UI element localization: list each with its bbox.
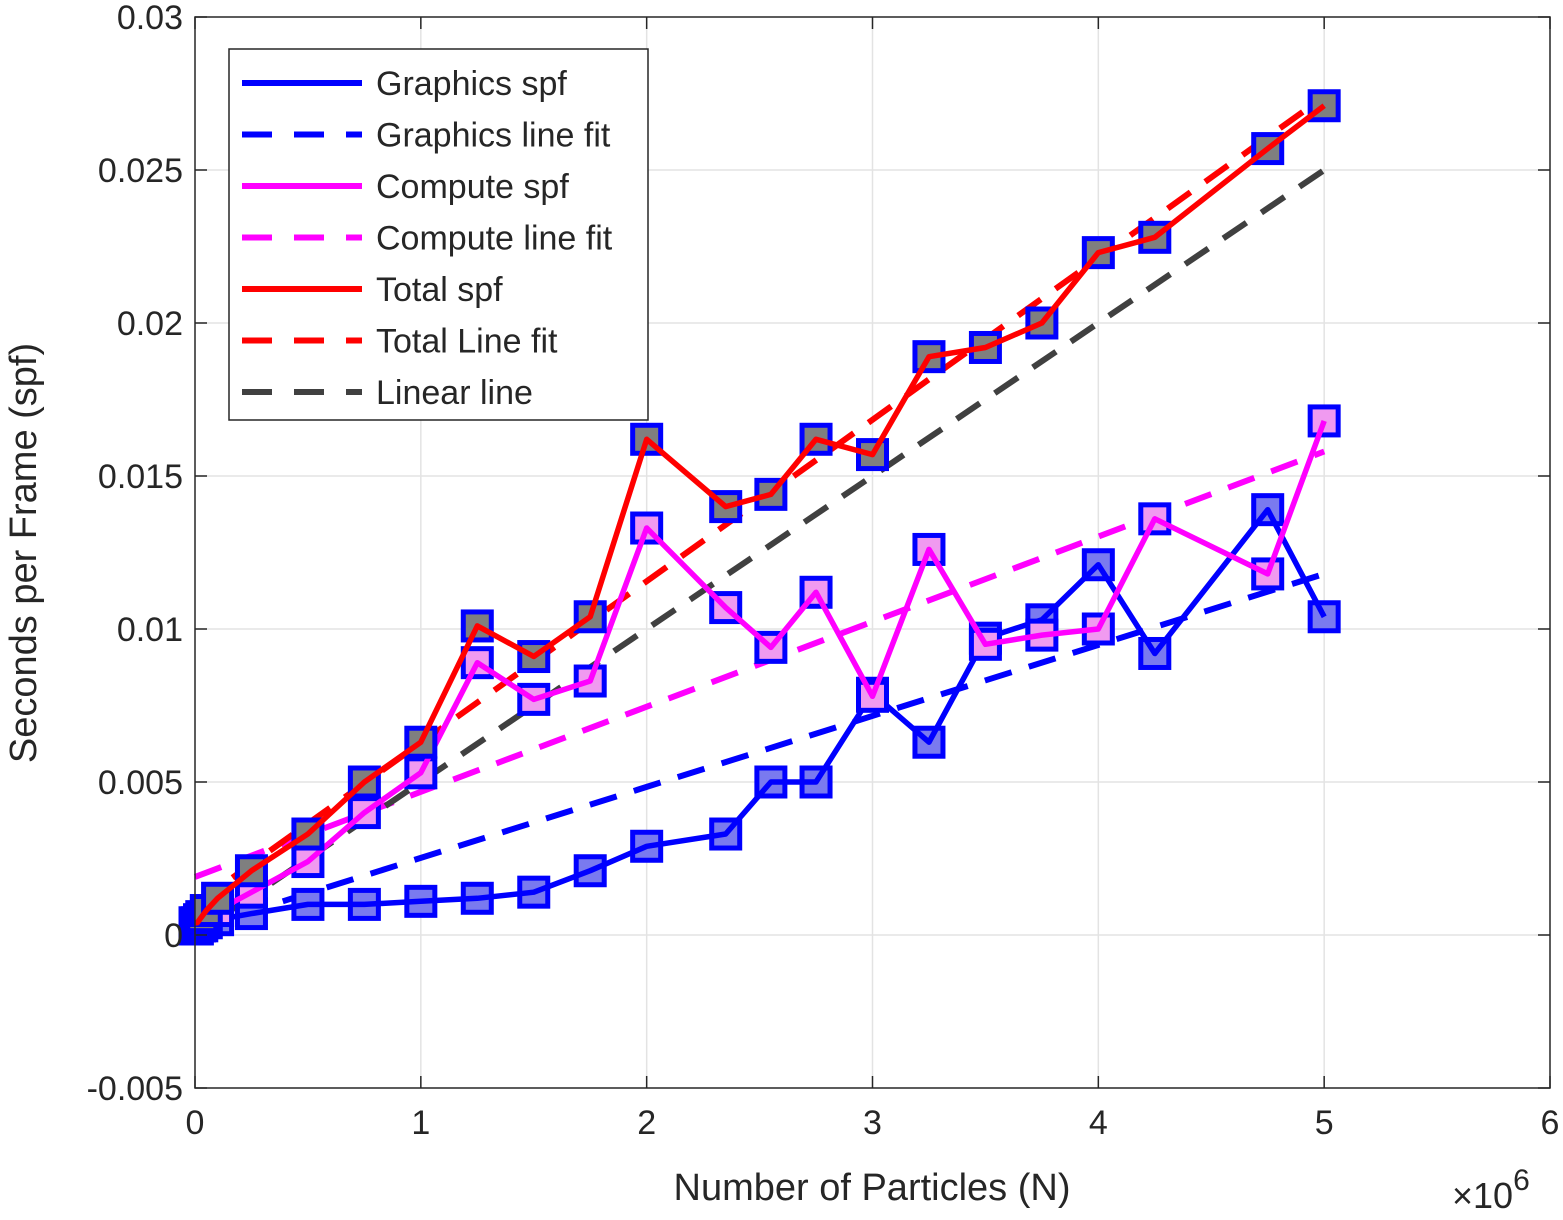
legend-label: Total Line fit [376, 323, 558, 361]
marker-compute-spf [1251, 557, 1285, 591]
y-tick-label: 0.03 [117, 0, 183, 37]
y-tick-label: -0.005 [87, 1070, 183, 1108]
x-tick-label: 4 [1089, 1104, 1108, 1142]
x-tick-label: 2 [637, 1104, 656, 1142]
y-tick-label: 0.015 [98, 458, 183, 496]
legend: Graphics spf Graphics line fit Compute spf… [228, 48, 649, 421]
y-axis-label: Seconds per Frame (spf) [3, 343, 45, 763]
legend-item-compute-line-fit: Compute line fit [242, 220, 613, 258]
line-total-spf [194, 103, 1326, 926]
x-multiplier-exponent: 6 [1513, 1164, 1530, 1197]
legend-item-compute-spf: Compute spf [242, 168, 569, 206]
x-tick-label: 3 [863, 1104, 882, 1142]
marker-compute-spf [1138, 502, 1172, 536]
x-tick-label: 0 [186, 1104, 205, 1142]
x-multiplier-base: ×10 [1452, 1175, 1513, 1216]
ticks: 0 1 2 3 4 5 6-0.00500.0050.010.0150.020.0250.0… [87, 0, 1560, 1142]
series-total-spf [178, 89, 1341, 940]
line-compute-line-fit [193, 448, 1326, 880]
legend-item-total-line-fit: Total Line fit [242, 323, 558, 361]
legend-item-graphics-line-fit: Graphics line fit [242, 117, 611, 155]
legend-label: Compute line fit [376, 220, 613, 258]
legend-label: Graphics line fit [376, 117, 611, 155]
marker-graphics-spf [1307, 600, 1341, 634]
x-axis-label: Number of Particles (N) [674, 1167, 1071, 1209]
x-tick-label: 5 [1315, 1104, 1334, 1142]
marker-total-spf [1025, 306, 1059, 340]
legend-item-linear-line: Linear line [242, 374, 533, 412]
marker-compute-spf [573, 664, 607, 698]
y-tick-label: 0 [164, 917, 183, 955]
y-tick-label: 0.02 [117, 305, 183, 343]
series-graphics-line-fit [194, 571, 1326, 932]
y-tick-label: 0.005 [98, 764, 183, 802]
legend-item-total-spf: Total spf [242, 271, 503, 309]
legend-label: Compute spf [376, 168, 569, 206]
x-tick-label: 1 [411, 1104, 430, 1142]
y-tick-label: 0.01 [117, 611, 183, 649]
y-tick-label: 0.025 [98, 152, 183, 190]
legend-label: Graphics spf [376, 65, 567, 103]
series-layer [178, 89, 1341, 946]
x-multiplier: ×106 [1452, 1164, 1530, 1216]
legend-item-graphics-spf: Graphics spf [242, 65, 567, 103]
legend-label: Linear line [376, 374, 533, 412]
line-graphics-line-fit [194, 571, 1326, 932]
grid [195, 17, 1550, 1088]
series-compute-line-fit [193, 448, 1326, 880]
marker-total-spf [201, 881, 235, 915]
legend-label: Total spf [376, 271, 503, 309]
x-tick-label: 6 [1541, 1104, 1560, 1142]
